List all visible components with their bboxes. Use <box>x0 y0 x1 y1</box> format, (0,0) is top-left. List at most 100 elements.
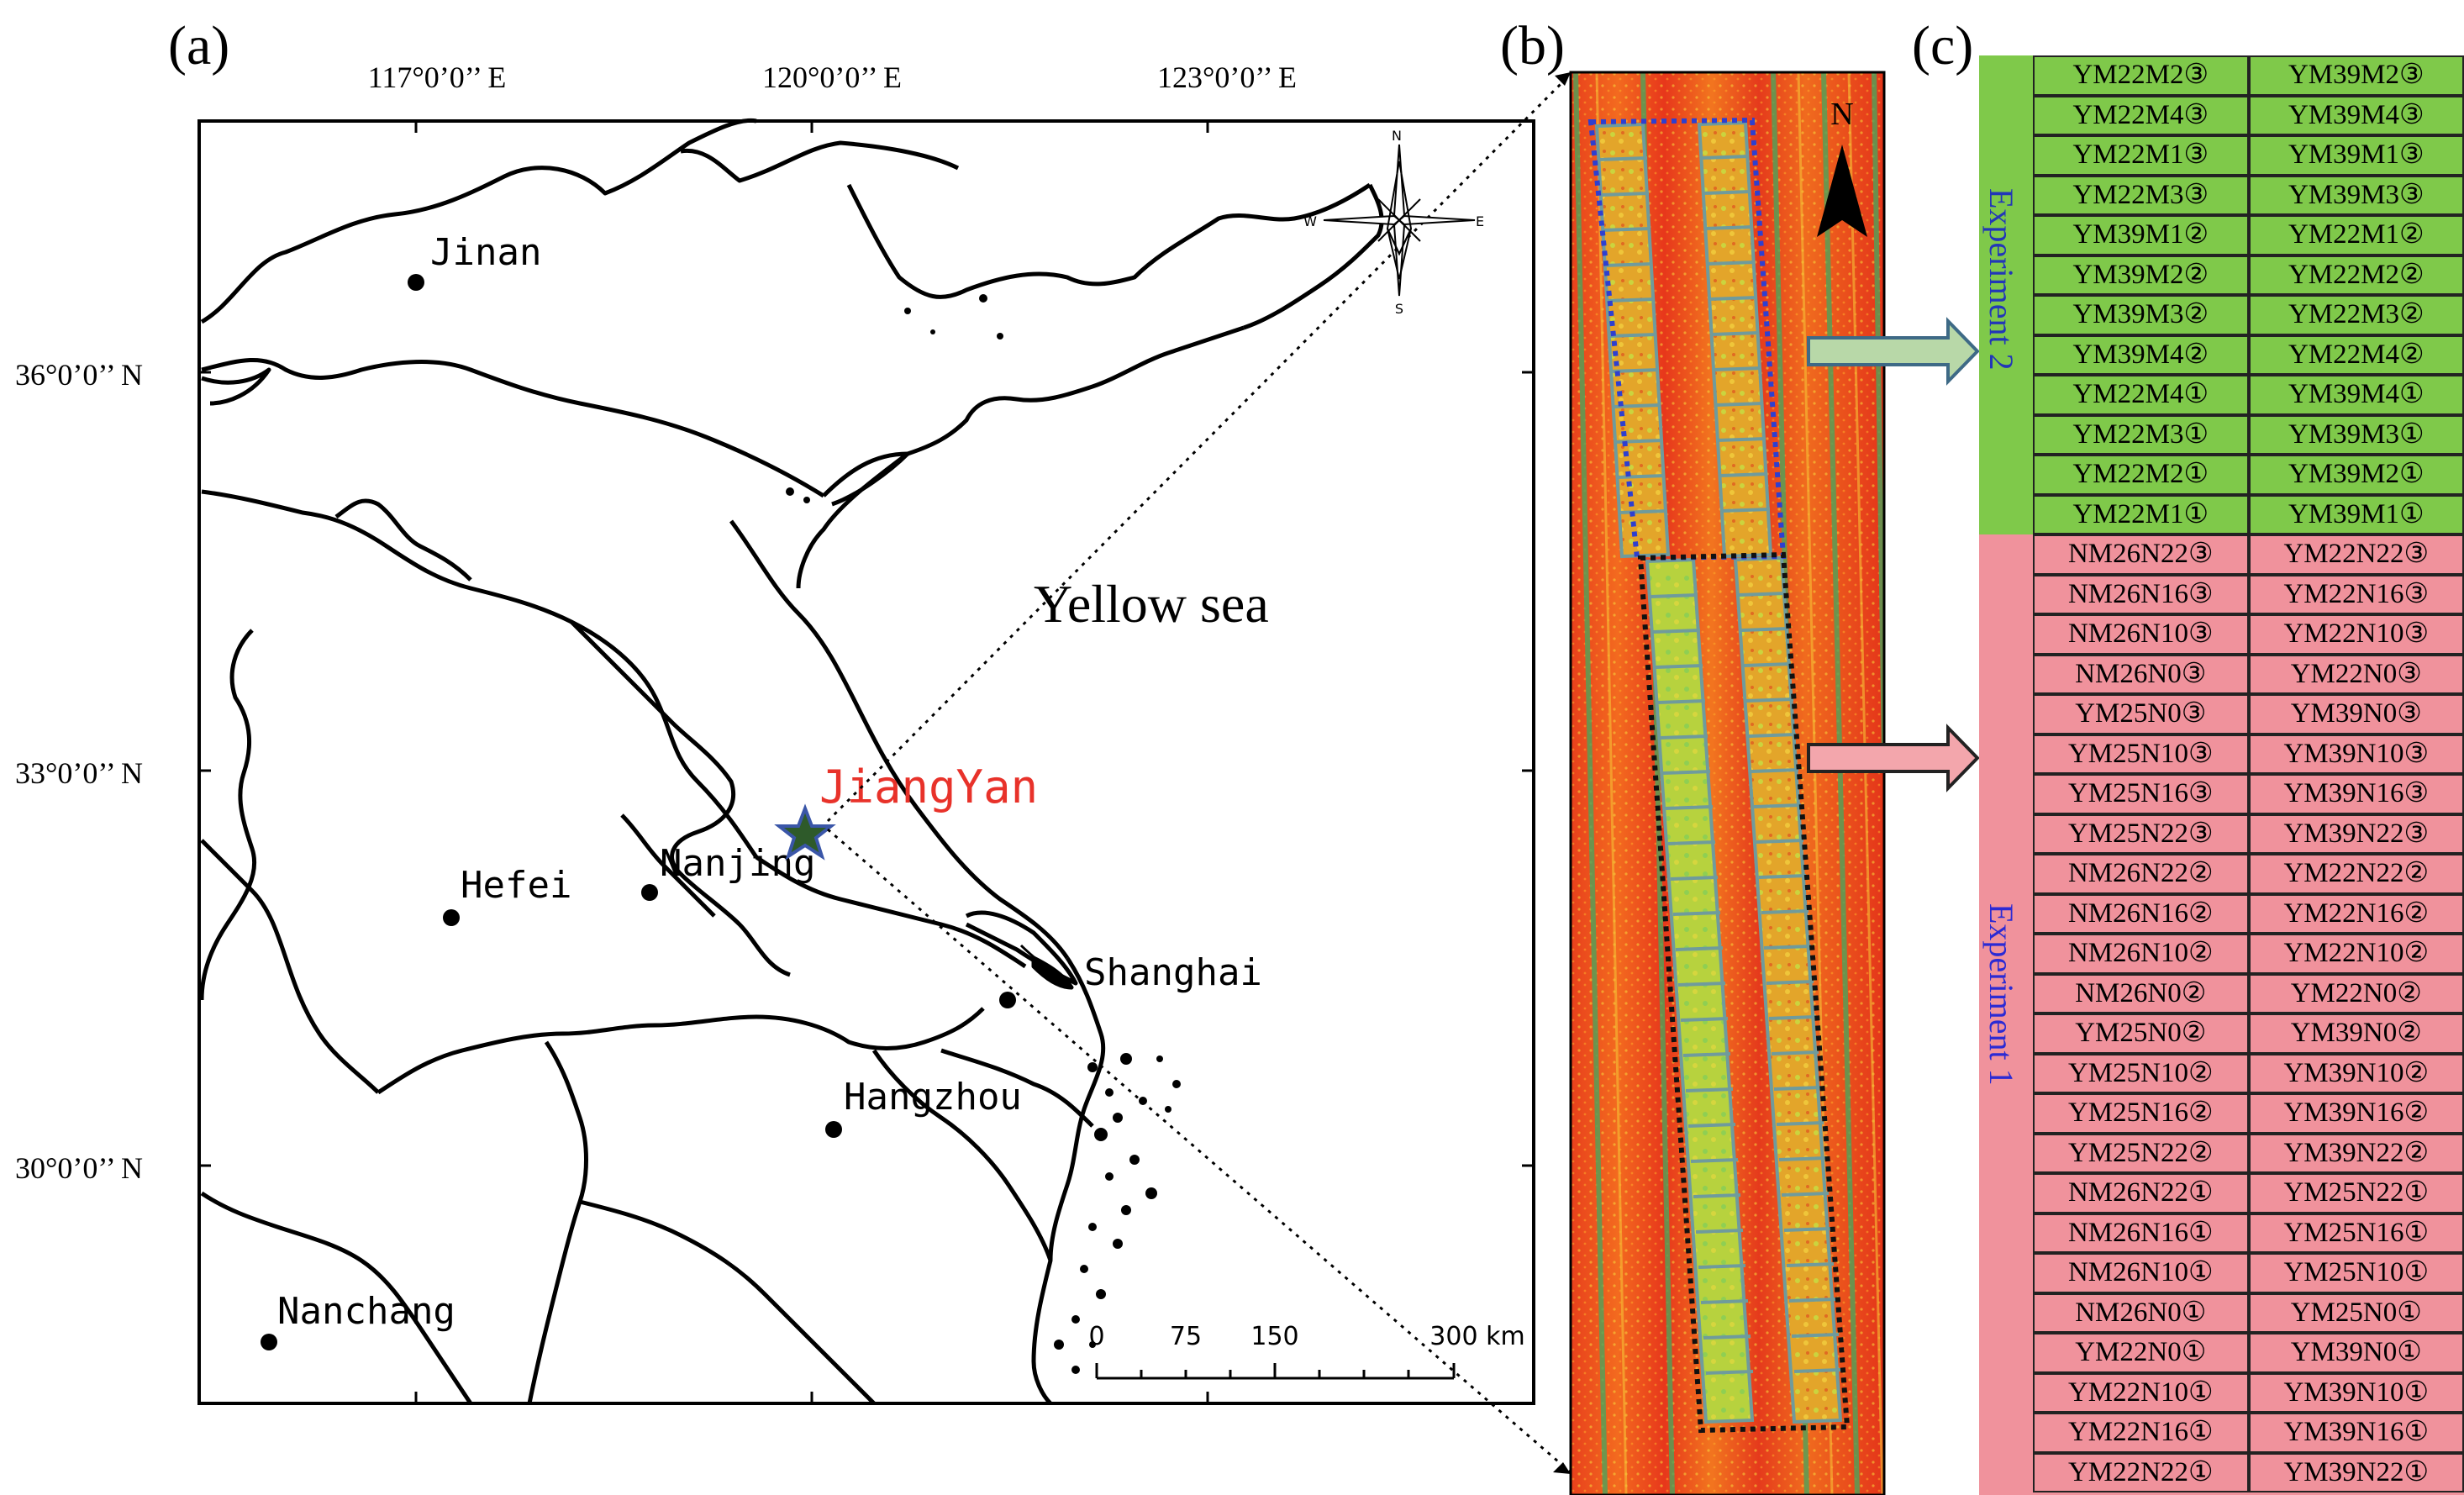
panel-label-b: (b) <box>1500 15 1565 76</box>
city-label-shanghai: Shanghai <box>1084 951 1262 994</box>
table-row: NM26N10① YM25N10① <box>2033 1253 2464 1293</box>
table-cell: YM39N22③ <box>2248 813 2464 854</box>
table-cell: YM39N16② <box>2248 1093 2464 1134</box>
table-cell: YM39N22① <box>2248 1452 2464 1492</box>
table-row: YM39M4② YM22M4② <box>2033 334 2464 375</box>
table-cell: YM39M1② <box>2033 215 2249 255</box>
table-cell: YM39M4① <box>2248 375 2464 415</box>
table-cell: YM22M1③ <box>2033 135 2249 176</box>
arrow-to-experiment-2-icon <box>1807 317 1980 386</box>
connector-arrow-bottom-icon <box>1553 1462 1571 1474</box>
table-row: YM25N16③ YM39N16③ <box>2033 774 2464 814</box>
table-cell: YM39M1③ <box>2248 135 2464 176</box>
table-cell: YM22M3③ <box>2033 175 2249 215</box>
aerial-image: N <box>1571 72 1884 1495</box>
table-cell: YM39M3③ <box>2248 175 2464 215</box>
table-row: YM22M3① YM39M3① <box>2033 414 2464 455</box>
table-cell: YM39N0② <box>2248 1013 2464 1054</box>
table-row: YM22M2③ YM39M2③ <box>2033 55 2464 96</box>
connector-arrow-top-icon <box>1555 72 1571 86</box>
city-marker-hangzhou <box>825 1121 842 1138</box>
table-cell: YM39M3② <box>2033 295 2249 335</box>
experiment-1-plots <box>1645 555 1843 1424</box>
table-row: NM26N16② YM22N16② <box>2033 893 2464 934</box>
table-row: YM25N22② YM39N22② <box>2033 1133 2464 1173</box>
table-cell: YM22N0③ <box>2248 654 2464 694</box>
panel-label-c: (c) <box>1912 15 1974 76</box>
table-cell: YM25N22② <box>2033 1133 2249 1173</box>
table-cell: YM25N10② <box>2033 1053 2249 1093</box>
city-marker-hefei <box>443 909 460 926</box>
experiment-2-table: YM22M2③ YM39M2③ YM22M4③ YM39M4③ YM22M1③ YM39M… <box>2033 55 2464 534</box>
table-row: YM22N10① YM39N10① <box>2033 1372 2464 1413</box>
table-cell: YM22N22① <box>2033 1452 2249 1492</box>
scale-label-150: 150 <box>1250 1322 1298 1351</box>
city-label-hangzhou: Hangzhou <box>844 1076 1022 1119</box>
table-cell: YM25N16③ <box>2033 774 2249 814</box>
table-cell: YM22N16② <box>2248 893 2464 934</box>
table-row: NM26N10③ YM22N10③ <box>2033 614 2464 655</box>
table-cell: NM26N0③ <box>2033 654 2249 694</box>
table-cell: YM25N16② <box>2033 1093 2249 1134</box>
table-cell: YM39M2① <box>2248 455 2464 495</box>
table-cell: YM39M2③ <box>2248 55 2464 96</box>
city-marker-shanghai <box>999 992 1016 1008</box>
table-row: YM22N16① YM39N16① <box>2033 1413 2464 1453</box>
table-row: NM26N22③ YM22N22③ <box>2033 534 2464 575</box>
scale-label-0: 0 <box>1088 1322 1104 1351</box>
table-row: YM25N10③ YM39N10③ <box>2033 734 2464 774</box>
table-cell: NM26N22① <box>2033 1173 2249 1213</box>
coastal-islands <box>786 294 1181 1374</box>
table-cell: YM22M3② <box>2248 295 2464 335</box>
table-cell: YM22M4① <box>2033 375 2249 415</box>
table-row: YM22M3③ YM39M3③ <box>2033 175 2464 215</box>
experiment-2-bg <box>1979 55 2464 568</box>
table-cell: YM22M1① <box>2033 494 2249 534</box>
map-area: 117°0’0’’ E 120°0’0’’ E 123°0’0’’ E 36°0… <box>15 61 1572 1474</box>
table-row: NM26N0② YM22N0② <box>2033 973 2464 1013</box>
table-cell: NM26N22② <box>2033 854 2249 894</box>
table-cell: YM25N0① <box>2248 1292 2464 1333</box>
table-cell: YM25N16① <box>2248 1213 2464 1253</box>
province-boundaries <box>199 118 1384 1405</box>
experiment-1-label: Experiment 1 <box>1982 903 2020 1086</box>
table-cell: YM39M3① <box>2248 414 2464 455</box>
graticule-ticks <box>199 121 1534 1403</box>
sea-label: Yellow sea <box>1034 574 1269 634</box>
compass-n: N <box>1392 128 1402 144</box>
table-cell: YM22M2② <box>2248 255 2464 295</box>
table-cell: YM22M4③ <box>2033 95 2249 135</box>
compass-e: E <box>1476 213 1484 229</box>
table-cell: YM22N0② <box>2248 973 2464 1013</box>
table-cell: YM25N0② <box>2033 1013 2249 1054</box>
table-cell: YM25N22③ <box>2033 813 2249 854</box>
north-arrow-icon: N <box>1817 97 1867 237</box>
experiment-1-table: NM26N22③ YM22N22③ NM26N16③ YM22N16③ NM26N10③… <box>2033 534 2464 1492</box>
table-cell: YM22N10③ <box>2248 614 2464 655</box>
aerial-frame <box>1569 71 1886 1495</box>
table-cell: NM26N0① <box>2033 1292 2249 1333</box>
table-cell: YM39N10② <box>2248 1053 2464 1093</box>
table-cell: YM22N22③ <box>2248 534 2464 575</box>
compass-s: S <box>1395 301 1403 317</box>
arrow-to-experiment-1-icon <box>1807 724 1980 792</box>
study-site-label: JiangYan <box>819 761 1038 813</box>
table-row: NM26N16③ YM22N16③ <box>2033 574 2464 614</box>
city-marker-jinan <box>408 274 424 291</box>
table-row: YM39M1② YM22M1② <box>2033 215 2464 255</box>
table-row: YM22M1① YM39M1① <box>2033 494 2464 534</box>
lat-label-36: 36°0’0’’ N <box>15 358 143 392</box>
table-cell: YM39N22② <box>2248 1133 2464 1173</box>
lon-label-123: 123°0’0’’ E <box>1157 61 1297 94</box>
table-row: YM39M3② YM22M3② <box>2033 295 2464 335</box>
table-cell: YM39N10① <box>2248 1372 2464 1413</box>
study-site-star-icon <box>774 803 836 861</box>
table-cell: NM26N10① <box>2033 1253 2249 1293</box>
table-row: YM22M2① YM39M2① <box>2033 455 2464 495</box>
table-cell: YM39M4③ <box>2248 95 2464 135</box>
table-cell: YM22N22② <box>2248 854 2464 894</box>
table-cell: YM22N10② <box>2248 934 2464 974</box>
table-cell: YM22M1② <box>2248 215 2464 255</box>
lat-label-33: 33°0’0’’ N <box>15 756 143 790</box>
